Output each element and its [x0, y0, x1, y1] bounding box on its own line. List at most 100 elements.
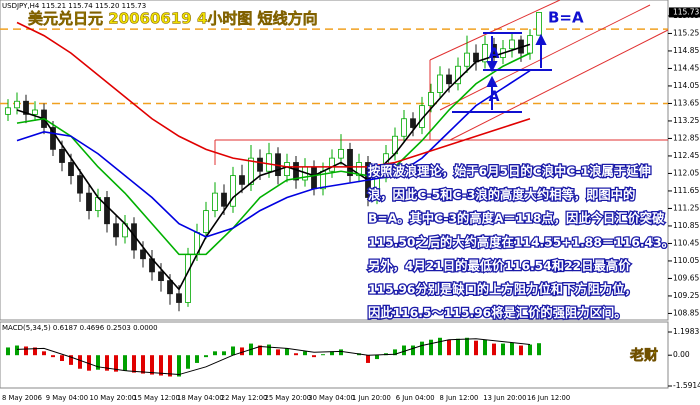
macd-bar: [438, 337, 442, 356]
moving-average: [16, 52, 531, 256]
macd-bar: [411, 345, 415, 356]
annotation-line: B=A。其中C-3的高度A＝118点，因此今日汇价突破: [368, 211, 665, 226]
y-tick-label: 109.25: [673, 291, 699, 300]
author: 老财: [630, 347, 658, 364]
y-tick-label: 111.65: [673, 186, 699, 195]
candle-body: [212, 192, 218, 212]
x-tick-label: 8 May 2006: [2, 394, 42, 402]
macd-bar: [285, 348, 289, 356]
symbol-info: USDJPY,H4 115.21 115.74 115.20 115.73: [2, 2, 146, 10]
moving-average: [16, 69, 531, 238]
macd-bar: [483, 339, 487, 356]
y-tick-label: 111.25: [673, 203, 699, 212]
x-tick-label: 30 May 04:00: [308, 394, 355, 402]
annotation-line: 115.50之后的大约高度在114.55+1.88＝116.43。: [368, 234, 674, 249]
macd-bar: [24, 346, 28, 356]
wave-label: B=A: [548, 9, 584, 27]
candle-body: [293, 162, 299, 181]
annotation-line: 按照波浪理论，始于6月5日的C浪中C-1浪属于延伸: [368, 164, 651, 179]
macd-bar: [204, 355, 208, 358]
macd-bar: [366, 355, 370, 363]
candle-body: [329, 157, 335, 172]
candle-body: [176, 293, 182, 303]
y-tick-label: 0.00: [673, 350, 690, 359]
candle-body: [158, 271, 164, 282]
wave-label: A: [489, 46, 500, 62]
candle-body: [167, 280, 173, 295]
macd-bar: [420, 341, 424, 356]
macd-bar: [375, 355, 379, 360]
x-tick-label: 10 May 20:00: [90, 394, 137, 402]
macd-bar: [537, 343, 541, 356]
candle-body: [32, 109, 38, 115]
x-tick-label: 6 Jun 04:00: [396, 394, 435, 402]
candle-body: [437, 74, 443, 93]
macd-bar: [456, 338, 460, 356]
macd-bar: [114, 355, 118, 372]
candle-body: [140, 249, 146, 260]
macd-bar: [528, 344, 532, 356]
macd-bar: [33, 347, 37, 356]
macd-bar: [222, 351, 226, 356]
macd-bar: [474, 340, 478, 356]
candle-body: [131, 223, 137, 251]
candle-body: [104, 197, 110, 225]
macd-bar: [195, 355, 199, 363]
candle-body: [356, 162, 362, 177]
candle-body: [5, 107, 11, 115]
candle-body: [338, 148, 344, 159]
price-marker-bg: [669, 7, 700, 18]
y-tick-label: -1.5914: [673, 381, 700, 390]
macd-bar: [150, 355, 154, 375]
data-layer: 115.73: [5, 7, 700, 377]
annotation: 按照波浪理论，始于6月5日的C浪中C-1浪属于延伸浪，因此C-5和C-3浪的高度…: [367, 162, 676, 321]
macd-bar: [51, 355, 55, 358]
macd-title: MACD(5,34,5) 0.6187 0.4696 0.2503 0.0000: [2, 324, 158, 332]
candle-body: [284, 162, 290, 177]
y-tick-label: 109.65: [673, 273, 699, 282]
y-tick-label: 115.25: [673, 28, 699, 37]
candle-body: [464, 52, 470, 67]
macd-bar: [267, 344, 271, 356]
y-tick-label: 112.45: [673, 151, 699, 160]
x-tick-label: 1 Jun 20:00: [352, 394, 391, 402]
grid-layer: 108.85 109.25 109.65 110.05 110.45 110.85 111.…: [0, 11, 700, 402]
candle-body: [266, 153, 272, 172]
macd-bar: [258, 345, 262, 356]
annotation-line: 115.96分别是缺口的上方阻力位和下方阻力位，: [368, 282, 637, 297]
y-tick-label: 113.65: [673, 98, 699, 107]
candle-body: [248, 157, 254, 185]
candle-body: [374, 175, 380, 198]
moving-average: [16, 43, 531, 291]
y-tick-label: 114.05: [673, 81, 699, 90]
candle-body: [482, 43, 488, 63]
macd-bar: [105, 355, 109, 371]
channel-line: [439, 4, 651, 111]
candle-body: [446, 74, 452, 85]
macd-bar: [177, 355, 181, 377]
macd-bar: [123, 355, 127, 371]
candle-body: [401, 118, 407, 137]
candle-body: [410, 118, 416, 128]
candle-body: [509, 39, 515, 50]
candle-body: [311, 166, 317, 190]
x-tick-label: 9 May 04:00: [46, 394, 88, 402]
macd-bar: [492, 343, 496, 356]
macd-bar: [294, 353, 298, 356]
arrow-head: [486, 61, 498, 73]
annotation-line: 浪，因此C-5和C-3浪的高度大约相等，即图中的: [368, 187, 635, 202]
macd-bar: [231, 346, 235, 356]
candle-body: [77, 175, 83, 194]
chart-title: 美元兑日元 20060619 4小时图 短线方向: [28, 10, 318, 28]
macd-signal: [16, 338, 531, 376]
candle-body: [59, 148, 65, 163]
channel-line: [449, 29, 669, 141]
channel-line: [429, 0, 561, 61]
macd-bar: [186, 355, 190, 369]
arrow-head: [535, 33, 547, 45]
y-tick-label: 112.05: [673, 168, 699, 177]
candle-body: [239, 175, 245, 185]
candle-body: [14, 100, 20, 109]
macd-bar: [240, 347, 244, 356]
